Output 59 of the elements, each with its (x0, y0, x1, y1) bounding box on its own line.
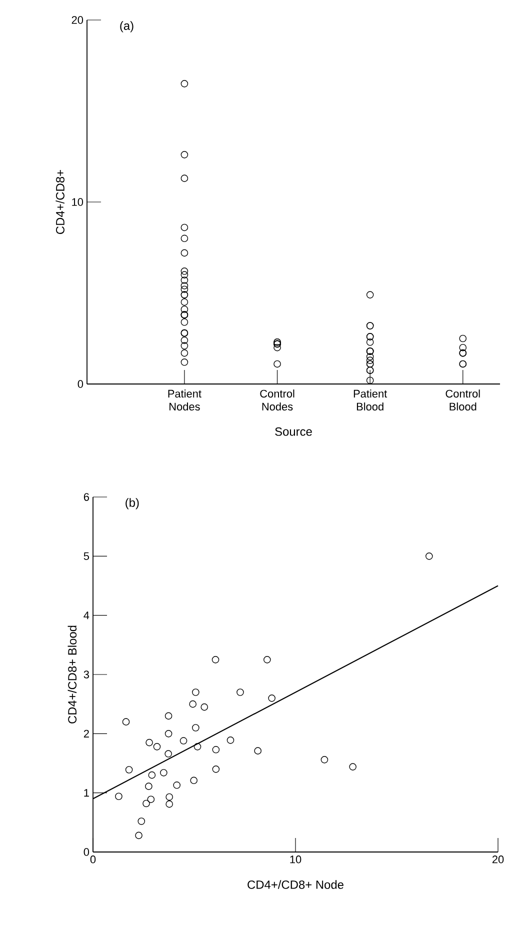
y-axis-title: CD4+/CD8+ Blood (68, 626, 77, 724)
point (268, 694, 276, 702)
point (147, 796, 155, 803)
x-tick-label: 20 (492, 856, 504, 864)
x-tick-label: Control Nodes (260, 390, 294, 411)
point (160, 769, 168, 776)
x-axis-title: CD4+/CD8+ Node (248, 880, 344, 889)
point (320, 756, 328, 764)
point (212, 766, 220, 773)
point (164, 730, 172, 738)
point (138, 818, 146, 825)
point (254, 747, 262, 754)
x-tick-label: 10 (290, 856, 302, 864)
y-tick-label: 2 (84, 730, 89, 738)
point (115, 792, 122, 800)
y-tick-label: 1 (84, 789, 89, 797)
point (164, 750, 172, 758)
point (192, 688, 200, 696)
x-tick-label: Patient Blood (354, 390, 388, 411)
point (153, 743, 161, 750)
chart-title: (b) (126, 498, 139, 510)
point (226, 736, 234, 744)
point (194, 743, 202, 750)
point (212, 656, 220, 664)
y-tick-label: 3 (84, 670, 89, 678)
y-tick-label: 4 (84, 612, 90, 620)
point (125, 766, 133, 774)
x-tick-label: 0 (90, 856, 96, 864)
point (122, 718, 130, 726)
point (164, 712, 172, 720)
y-tick-label: 6 (84, 493, 89, 501)
point (212, 746, 220, 754)
point (192, 724, 200, 732)
x-tick-label: Patient Nodes (168, 390, 202, 411)
point (142, 800, 150, 808)
point (236, 688, 244, 696)
y-tick-label: 20 (72, 16, 84, 24)
point (349, 763, 356, 770)
y-tick-label: 10 (72, 198, 84, 206)
chart-title: (a) (120, 21, 134, 32)
point (145, 782, 152, 790)
point (180, 737, 188, 744)
y-tick-label: 0 (84, 848, 90, 856)
y-axis-title: CD4+/CD8+ (56, 170, 64, 234)
x-tick-label: Control Blood (446, 390, 480, 411)
point (426, 552, 433, 560)
point (190, 776, 198, 784)
point (148, 771, 156, 779)
y-tick-label: 0 (78, 380, 84, 388)
y-tick-label: 5 (84, 552, 90, 560)
point (264, 656, 271, 664)
point (166, 800, 173, 808)
point (135, 832, 142, 840)
point (200, 703, 208, 711)
x-axis-title: Source (275, 427, 312, 436)
point (146, 738, 153, 746)
point (173, 781, 180, 789)
point (189, 700, 196, 708)
point (166, 793, 173, 801)
